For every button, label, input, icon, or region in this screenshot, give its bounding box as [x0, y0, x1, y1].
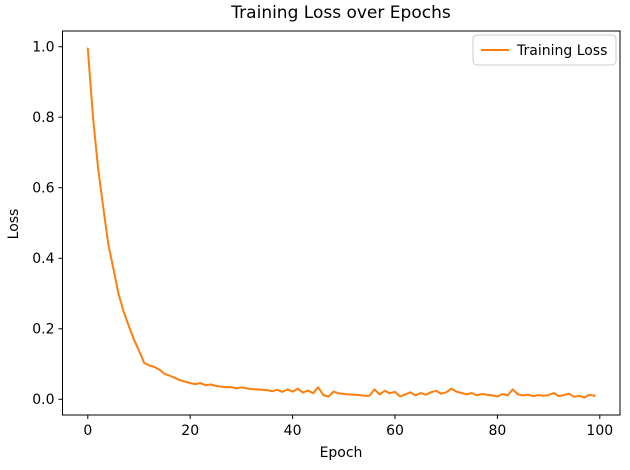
x-axis: 0 20 40 60 80 100 — [83, 415, 613, 439]
x-tick-label: 40 — [284, 423, 302, 439]
y-tick-label: 0.4 — [32, 251, 54, 267]
y-axis: 0.0 0.2 0.4 0.6 0.8 1.0 — [32, 40, 63, 408]
x-tick-label: 80 — [488, 423, 506, 439]
y-tick-label: 0.8 — [32, 110, 54, 126]
x-axis-label: Epoch — [320, 445, 363, 461]
legend-box — [472, 34, 617, 66]
y-tick-label: 0.2 — [32, 322, 54, 338]
x-tick-label: 0 — [83, 423, 92, 439]
plot-area-spines — [62, 30, 621, 416]
y-tick-label: 1.0 — [32, 40, 54, 56]
legend: Training Loss — [472, 34, 617, 66]
x-tick-label: 60 — [386, 423, 404, 439]
x-tick-label: 100 — [586, 423, 613, 439]
training-loss-line — [86, 47, 596, 399]
y-tick-label: 0.6 — [32, 181, 54, 197]
x-tick-label: 20 — [181, 423, 199, 439]
y-axis-label: Loss — [6, 209, 22, 240]
y-tick-label: 0.0 — [32, 392, 54, 408]
legend-label: Training Loss — [516, 43, 607, 59]
chart-title: Training Loss over Epochs — [230, 3, 451, 23]
